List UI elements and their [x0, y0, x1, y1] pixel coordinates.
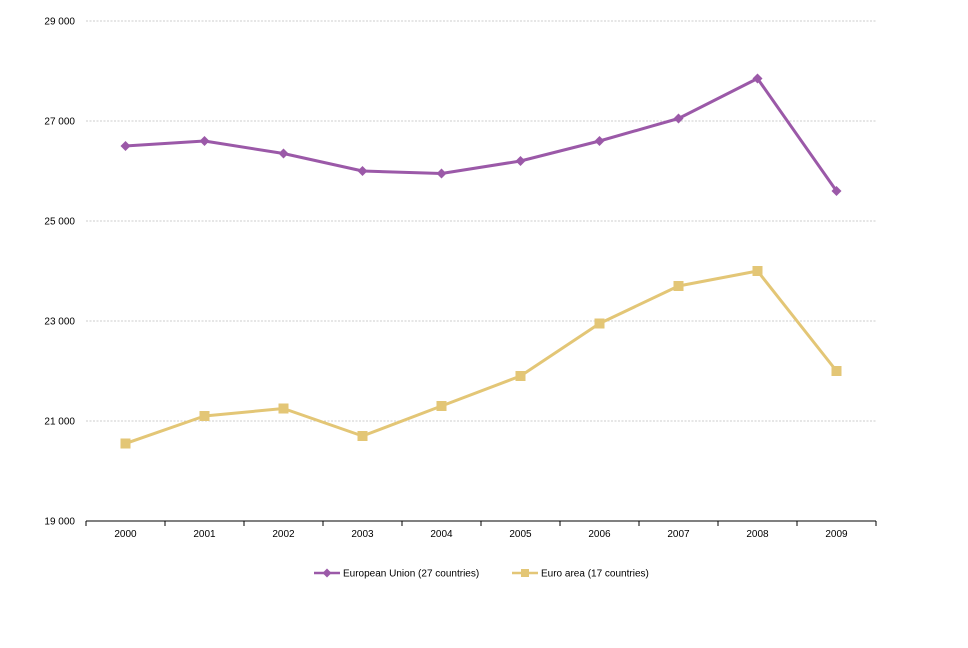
y-axis: 19 000 21 000 23 000 25 000 27 000 29 000 — [44, 17, 75, 528]
y-tick-label: 27 000 — [44, 117, 75, 128]
series-group — [120, 73, 842, 449]
legend-diamond-marker-icon — [322, 568, 332, 578]
legend-item-euro-area: Euro area (17 countries) — [512, 569, 649, 580]
data-point-square-2005 — [515, 371, 526, 381]
legend-label-euro-area: Euro area (17 countries) — [541, 569, 649, 580]
x-tick-label-2001: 2001 — [193, 529, 216, 540]
data-point-square-2008 — [752, 266, 763, 276]
data-point-square-2002 — [278, 403, 289, 414]
data-point-square-2003 — [357, 431, 368, 441]
data-point-square-2009 — [831, 366, 842, 376]
data-point-square-2007 — [673, 281, 684, 291]
x-axis: 2000 2001 2002 2003 2004 2005 2006 2007 2008 2009 — [85, 520, 877, 540]
x-tick-label-2000: 2000 — [114, 529, 137, 540]
data-point-diamond-2005 — [515, 156, 526, 166]
x-tick-label-2005: 2005 — [509, 529, 532, 540]
series-line-1 — [124, 269, 838, 445]
data-point-diamond-2008 — [752, 73, 763, 84]
y-tick-label: 21 000 — [44, 417, 75, 428]
x-tick-label-2008: 2008 — [746, 529, 769, 540]
data-point-diamond-2003 — [357, 166, 368, 176]
data-point-diamond-2001 — [199, 136, 210, 146]
gridlines — [86, 20, 876, 422]
data-point-diamond-2004 — [436, 168, 447, 179]
series-0 — [120, 73, 842, 196]
data-point-square-2000 — [120, 438, 131, 449]
data-point-diamond-2009 — [831, 186, 842, 196]
x-tick-label-2009: 2009 — [825, 529, 848, 540]
x-tick-label-2006: 2006 — [588, 529, 611, 540]
data-point-diamond-2007 — [673, 113, 684, 124]
data-point-diamond-2002 — [278, 148, 289, 159]
x-tick-label-2003: 2003 — [351, 529, 374, 540]
data-point-square-2001 — [199, 411, 210, 421]
x-tick-label-2004: 2004 — [430, 529, 453, 540]
data-point-diamond-2006 — [594, 136, 605, 146]
y-tick-label: 19 000 — [44, 517, 75, 528]
data-point-square-2006 — [594, 318, 605, 329]
data-point-diamond-2000 — [120, 141, 131, 151]
legend-square-marker-icon — [521, 569, 529, 577]
y-tick-label: 25 000 — [44, 217, 75, 228]
legend-label-eu: European Union (27 countries) — [343, 569, 479, 580]
y-tick-label: 23 000 — [44, 317, 75, 328]
series-line-0 — [124, 77, 838, 193]
legend-item-eu: European Union (27 countries) — [314, 568, 479, 580]
data-point-square-2004 — [436, 401, 447, 411]
series-1 — [120, 266, 842, 449]
legend: European Union (27 countries) Euro area … — [314, 568, 649, 580]
x-tick-label-2007: 2007 — [667, 529, 690, 540]
y-tick-label: 29 000 — [44, 17, 75, 28]
x-tick-label-2002: 2002 — [272, 529, 295, 540]
